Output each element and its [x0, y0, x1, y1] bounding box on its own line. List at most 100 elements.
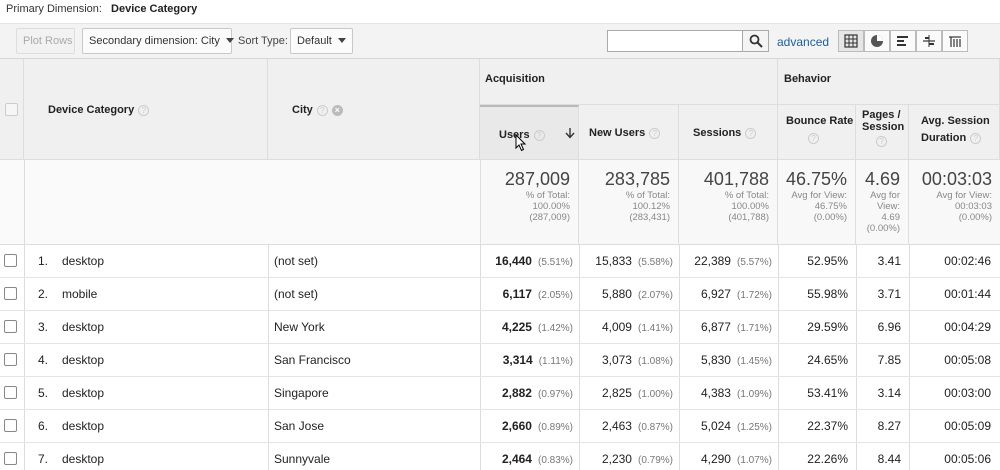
remove-dimension-icon[interactable]: ×: [331, 104, 343, 116]
search-button[interactable]: [742, 30, 769, 52]
city-header[interactable]: City? ×: [268, 59, 480, 160]
device-category-link[interactable]: desktop: [62, 419, 105, 433]
bounce-rate-header[interactable]: Bounce Rate ?: [778, 105, 856, 160]
totals-pages-session: 4.69 Avg for View: 4.69 (0.00%): [856, 160, 909, 245]
table-row: 1. desktop (not set) 16,440 (5.51%) 15,833 (5.…: [0, 245, 1000, 278]
city-link[interactable]: San Jose: [274, 419, 325, 433]
select-all-cell: [0, 59, 24, 160]
help-icon[interactable]: ?: [808, 133, 819, 144]
row-index: 5.: [38, 386, 49, 400]
pages-session-cell: 3.71: [877, 287, 901, 301]
device-category-header[interactable]: Device Category?: [24, 59, 268, 160]
bounce-rate-cell: 53.41%: [807, 386, 848, 400]
chevron-down-icon: [337, 37, 346, 43]
totals-avg-duration-value: 00:03:03: [921, 169, 992, 189]
sort-type-dropdown[interactable]: Default: [290, 28, 353, 54]
row-index: 2.: [38, 287, 49, 301]
row-checkbox[interactable]: [4, 254, 17, 267]
sessions-cell: 4,383 (1.09%): [700, 386, 772, 400]
pages-session-header-label-2: Session: [862, 121, 905, 133]
city-link[interactable]: San Francisco: [274, 353, 351, 367]
help-icon[interactable]: ?: [316, 104, 328, 116]
device-category-link[interactable]: desktop: [62, 386, 105, 400]
row-checkbox[interactable]: [4, 353, 17, 366]
totals-bounce-rate-detail: Avg for View: 46.75% (0.00%): [791, 190, 847, 223]
mouse-cursor-icon: [515, 134, 527, 152]
new-users-cell: 2,825 (1.00%): [601, 386, 673, 400]
select-all-checkbox[interactable]: [5, 103, 18, 116]
row-index: 7.: [38, 452, 49, 466]
acquisition-label: Acquisition: [485, 73, 545, 85]
table-search-input[interactable]: [607, 30, 743, 52]
row-checkbox[interactable]: [4, 287, 17, 300]
new-users-header[interactable]: New Users?: [579, 105, 679, 160]
totals-bounce-rate: 46.75% Avg for View: 46.75% (0.00%): [778, 160, 856, 245]
users-cell: 6,117 (2.05%): [502, 287, 573, 301]
device-category-link[interactable]: mobile: [62, 287, 98, 301]
row-checkbox[interactable]: [4, 452, 17, 465]
avg-duration-cell: 00:04:29: [944, 320, 991, 334]
device-category-link[interactable]: desktop: [62, 452, 105, 466]
totals-label-cell: [0, 160, 480, 245]
pivot-view-button[interactable]: [942, 30, 968, 52]
users-header[interactable]: Users?: [480, 105, 579, 160]
data-view-button[interactable]: [838, 30, 864, 52]
sessions-cell: 6,927 (1.72%): [700, 287, 772, 301]
city-link[interactable]: Sunnyvale: [274, 452, 331, 466]
row-checkbox[interactable]: [4, 386, 17, 399]
percentage-view-button[interactable]: [864, 30, 890, 52]
totals-sessions-value: 401,788: [703, 169, 769, 189]
help-icon[interactable]: ?: [649, 127, 661, 139]
sessions-cell: 6,877 (1.71%): [700, 320, 772, 334]
totals-avg-duration-detail: Avg for View: 00:03:03 (0.00%): [936, 190, 992, 223]
avg-duration-cell: 00:03:00: [944, 386, 991, 400]
city-link[interactable]: (not set): [274, 254, 319, 268]
sessions-cell: 22,389 (5.57%): [694, 254, 772, 268]
sessions-cell: 4,290 (1.07%): [700, 452, 772, 466]
new-users-header-label: New Users: [589, 127, 646, 139]
behavior-label: Behavior: [784, 73, 832, 85]
help-icon[interactable]: ?: [745, 127, 757, 139]
secondary-dimension-dropdown[interactable]: Secondary dimension: City: [82, 28, 234, 54]
sessions-cell: 5,024 (1.25%): [700, 419, 772, 433]
users-cell: 2,882 (0.97%): [501, 386, 573, 400]
avg-duration-cell: 00:01:44: [944, 287, 991, 301]
city-link[interactable]: New York: [274, 320, 325, 334]
users-cell: 3,314 (1.11%): [502, 353, 573, 367]
device-category-link[interactable]: desktop: [62, 320, 105, 334]
device-category-link[interactable]: desktop: [62, 353, 105, 367]
row-index: 1.: [38, 254, 49, 268]
behavior-group-header: Behavior: [778, 59, 1000, 105]
sessions-header-label: Sessions: [693, 127, 742, 139]
table-row: 7. desktop Sunnyvale 2,464 (0.83%) 2,230 (0.79…: [0, 443, 1000, 470]
totals-bounce-rate-value: 46.75%: [785, 169, 847, 189]
city-link[interactable]: (not set): [274, 287, 319, 301]
avg-session-duration-header[interactable]: Avg. Session Duration?: [909, 105, 1000, 160]
device-category-link[interactable]: desktop: [62, 254, 105, 268]
comparison-icon: [923, 35, 935, 47]
row-index: 6.: [38, 419, 49, 433]
performance-view-button[interactable]: [890, 30, 916, 52]
help-icon[interactable]: ?: [533, 129, 545, 141]
users-cell: 16,440 (5.51%): [495, 254, 573, 268]
table-toolbar: Plot Rows Secondary dimension: City Sort…: [0, 23, 1000, 59]
sort-descending-icon[interactable]: [565, 127, 575, 139]
city-link[interactable]: Singapore: [274, 386, 329, 400]
pages-session-header[interactable]: Pages / Session ?: [856, 105, 909, 160]
sort-type-label: Sort Type:: [238, 35, 288, 47]
totals-pages-session-detail: Avg for View: 4.69 (0.00%): [866, 190, 900, 234]
help-icon[interactable]: ?: [970, 132, 982, 144]
plot-rows-button[interactable]: Plot Rows: [16, 28, 75, 54]
sessions-header[interactable]: Sessions?: [679, 105, 778, 160]
pages-session-cell: 8.44: [877, 452, 901, 466]
primary-dimension-value[interactable]: Device Category: [111, 3, 198, 15]
totals-sessions-detail: % of Total: 100.00% (401,788): [724, 190, 769, 223]
comparison-view-button[interactable]: [916, 30, 942, 52]
totals-new-users-detail: % of Total: 100.12% (283,431): [625, 190, 670, 223]
help-icon[interactable]: ?: [876, 136, 887, 147]
users-cell: 2,660 (0.89%): [501, 419, 573, 433]
help-icon[interactable]: ?: [138, 104, 150, 116]
row-checkbox[interactable]: [4, 320, 17, 333]
row-checkbox[interactable]: [4, 419, 17, 432]
advanced-filter-link[interactable]: advanced: [777, 35, 830, 49]
